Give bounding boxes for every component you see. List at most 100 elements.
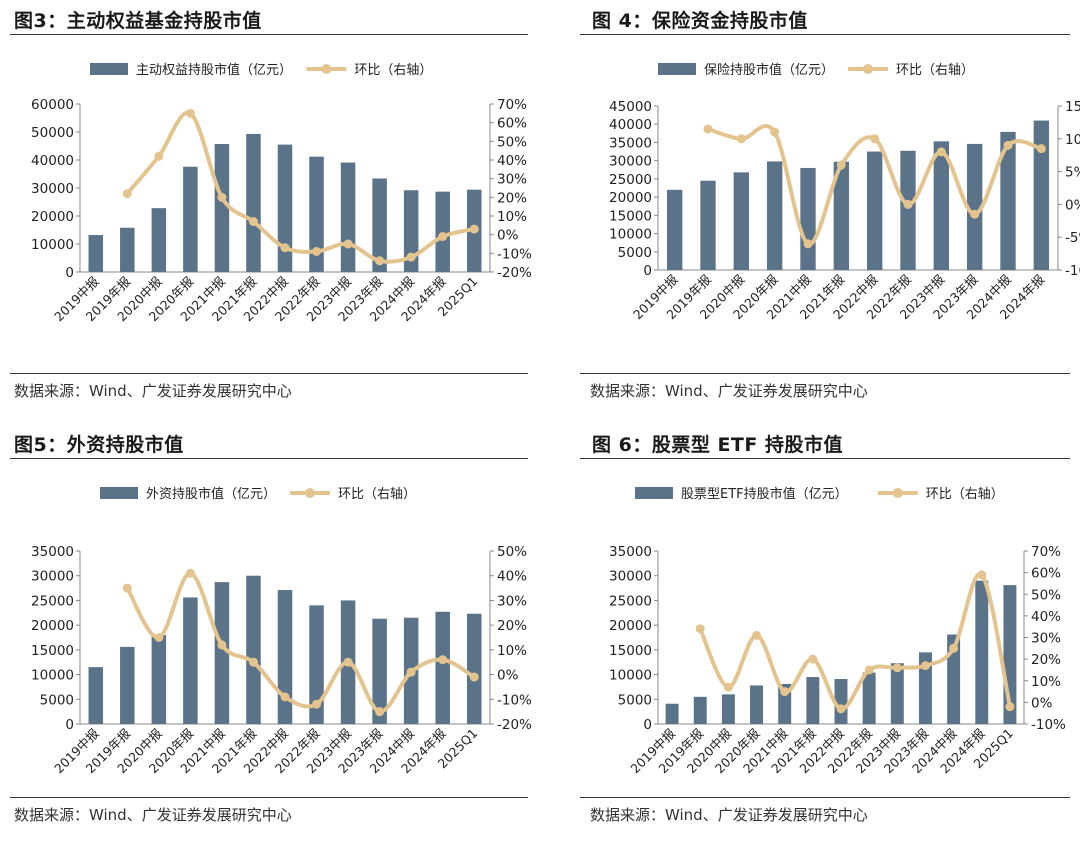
qoq-point [936,147,946,157]
title-divider [10,34,528,35]
qoq-point [375,707,385,717]
bar [900,150,916,270]
left-tick-label: 15000 [609,643,652,659]
bar [88,235,104,272]
bar [277,590,293,724]
left-tick-label: 40000 [31,153,74,169]
qoq-point [406,667,416,677]
right-tick-label: 30% [497,593,527,609]
bar [340,162,356,272]
qoq-point [185,108,195,118]
qoq-point [780,687,790,697]
title-divider [10,458,528,459]
bar [721,694,735,724]
left-tick-label: 20000 [31,618,74,634]
right-tick-label: 20% [497,190,527,206]
qoq-line [698,571,1012,711]
legend-line-marker [892,488,903,498]
bar [833,161,849,270]
source-note: 数据来源：Wind、广发证券发展研究中心 [14,382,292,400]
legend-line-marker [863,64,873,74]
qoq-point [1005,702,1015,712]
left-tick-label: 35000 [609,544,652,560]
legend-line-label: 环比（右轴） [338,487,416,502]
chart-title: 图5：外资持股市值 [14,434,184,456]
qoq-point [723,682,733,692]
source-divider [580,797,1070,798]
chart-panel-1: 图3：主动权益基金持股市值 主动权益持股市值（亿元） 环比（右轴） 0 10000 20… [0,0,540,424]
qoq-point [185,568,195,578]
right-tick-label: 50% [1031,587,1061,603]
bar [933,141,949,270]
bar [890,663,904,724]
bar [733,172,749,270]
source-divider [10,373,528,374]
right-tick-label: -10% [1031,717,1066,733]
qoq-point [280,692,290,702]
qoq-point [122,189,132,199]
left-tick-label: 60000 [31,97,74,113]
legend-line-label: 环比（右轴） [926,487,1004,502]
bar [918,652,932,724]
bar [246,133,261,272]
left-tick-label: 10000 [31,237,74,253]
left-tick-label: 15000 [31,643,74,659]
qoq-point [438,232,448,242]
bar [750,685,764,724]
left-tick-label: 50000 [31,125,74,141]
bar [120,227,135,272]
left-tick-label: 10000 [609,227,652,243]
left-tick-label: 20000 [31,209,74,225]
left-tick-label: 45000 [609,99,652,115]
qoq-point [752,630,762,640]
bar [183,166,198,272]
chart-panel-3: 图5：外资持股市值 外资持股市值（亿元） 环比（右轴） 0 5000 10000 1500… [0,424,540,848]
bar [1033,120,1049,270]
left-tick-label: 35000 [609,135,652,151]
bar [372,618,387,724]
bar [435,191,450,272]
right-tick-label: -5% [1065,230,1080,246]
bar [693,696,707,724]
bar [947,634,961,724]
bar [862,672,876,724]
bar [665,703,679,724]
qoq-point [312,246,322,256]
bar [309,156,324,272]
bar [151,208,167,272]
qoq-point [343,657,353,667]
right-tick-label: 30% [497,172,527,188]
chart-legend: 股票型ETF持股市值（亿元） 环比（右轴） [635,486,1004,502]
bar [120,646,135,724]
left-tick-label: 30000 [609,154,652,170]
right-tick-label: 50% [497,544,527,560]
right-tick-label: 10% [497,643,527,659]
left-tick-label: 30000 [609,569,652,585]
left-tick-label: 35000 [31,544,74,560]
legend-bar-swatch [90,63,128,75]
bar [214,144,230,272]
qoq-point [469,224,479,234]
legend-line-label: 环比（右轴） [354,63,432,78]
legend-bar-swatch [658,63,696,75]
bar [309,605,324,724]
qoq-point [217,192,227,202]
source-divider [580,373,1070,374]
right-tick-label: 10% [497,209,527,225]
bar [214,582,230,724]
legend-bar-label: 主动权益持股市值（亿元） [136,62,292,78]
qoq-point [903,199,913,209]
qoq-point [977,570,987,580]
qoq-point [1036,144,1046,154]
right-tick-label: 60% [1031,566,1061,582]
qoq-point [949,643,959,653]
bar [975,580,989,724]
right-tick-label: 40% [497,153,527,169]
right-tick-label: 40% [497,569,527,585]
legend-line-marker [321,64,332,74]
chart-title: 图 6：股票型 ETF 持股市值 [592,434,843,456]
qoq-point [154,633,164,642]
right-tick-label: 0% [1065,197,1080,213]
qoq-point [217,640,227,650]
combo-chart: 外资持股市值（亿元） 环比（右轴） 0 5000 10000 15000 20000 2500… [31,486,532,776]
